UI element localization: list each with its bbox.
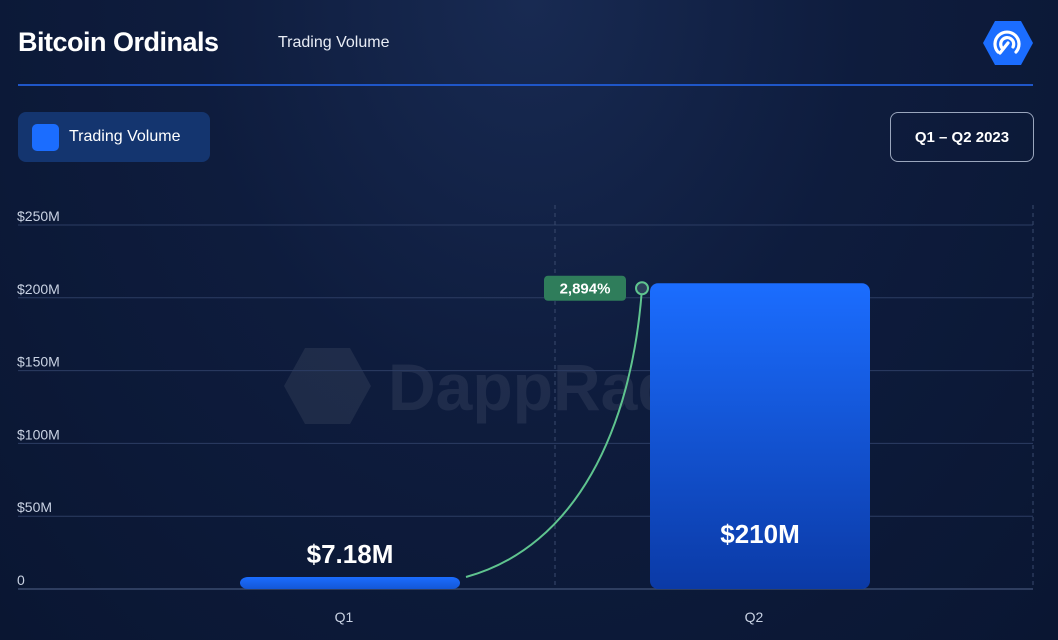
x-tick-label: Q2 [745, 609, 764, 625]
legend-label: Trading Volume [69, 128, 181, 145]
y-tick-label: $250M [17, 208, 60, 224]
bar-q1[interactable] [240, 577, 460, 589]
y-tick-label: $100M [17, 426, 60, 442]
page-subtitle: Trading Volume [278, 34, 390, 51]
x-tick-label: Q1 [335, 609, 354, 625]
y-tick-label: $50M [17, 499, 52, 515]
y-tick-label: $150M [17, 354, 60, 370]
y-tick-label: 0 [17, 572, 25, 588]
y-tick-label: $200M [17, 281, 60, 297]
period-selector-button[interactable]: Q1 – Q2 2023 [890, 112, 1034, 162]
growth-curve-endpoint [635, 281, 649, 296]
legend-toggle-trading-volume[interactable]: Trading Volume [18, 112, 210, 162]
page-title: Bitcoin Ordinals [18, 27, 219, 57]
dappradar-logo-icon [983, 21, 1033, 65]
bar-q2[interactable] [650, 283, 870, 589]
growth-curve [465, 288, 643, 578]
bar-value-label: $210M [720, 519, 800, 549]
legend-swatch [32, 123, 59, 151]
growth-badge-label: 2,894% [560, 281, 611, 298]
growth-badge [544, 275, 626, 301]
bar-value-label: $7.18M [307, 539, 394, 569]
header-divider [18, 84, 1033, 86]
